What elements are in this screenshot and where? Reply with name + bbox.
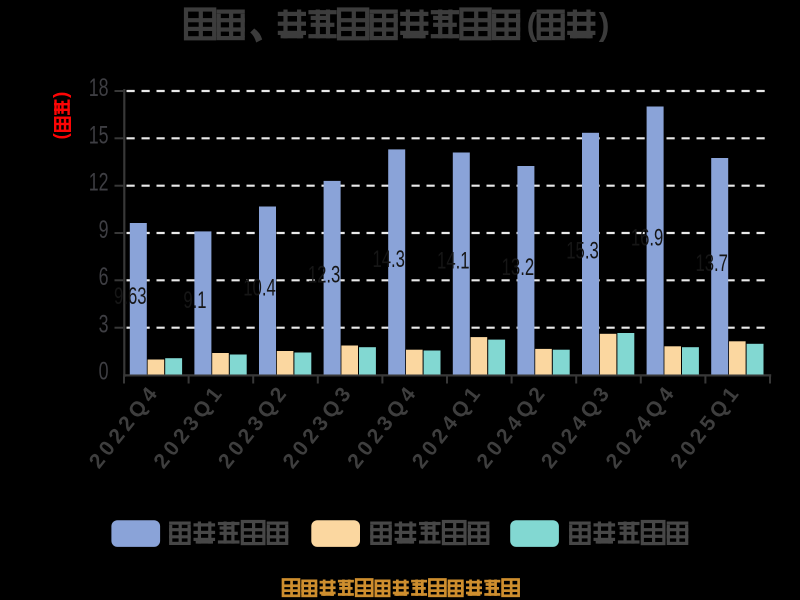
svg-text:14.1: 14.1 [437, 248, 470, 275]
svg-text:13.7: 13.7 [695, 250, 728, 277]
svg-text:0: 0 [99, 358, 109, 386]
svg-text:15: 15 [89, 121, 109, 149]
svg-text:14.3: 14.3 [372, 246, 405, 273]
svg-text:): ) [599, 7, 610, 43]
svg-text:13.2: 13.2 [502, 254, 535, 281]
svg-text:15.3: 15.3 [566, 238, 599, 265]
svg-text:9.63: 9.63 [114, 283, 147, 310]
svg-text:): ) [51, 92, 72, 98]
svg-text:10.4: 10.4 [243, 275, 276, 302]
svg-text:9.1: 9.1 [183, 287, 206, 314]
svg-text:16.9: 16.9 [631, 225, 664, 252]
svg-text:9: 9 [99, 216, 109, 244]
svg-text:12: 12 [89, 169, 109, 197]
svg-text:6: 6 [99, 263, 109, 291]
svg-text:(: ( [527, 7, 538, 43]
svg-text:18: 18 [89, 74, 109, 102]
svg-text:(: ( [51, 133, 72, 140]
svg-text:3: 3 [99, 310, 109, 338]
svg-text:12.3: 12.3 [308, 262, 341, 289]
